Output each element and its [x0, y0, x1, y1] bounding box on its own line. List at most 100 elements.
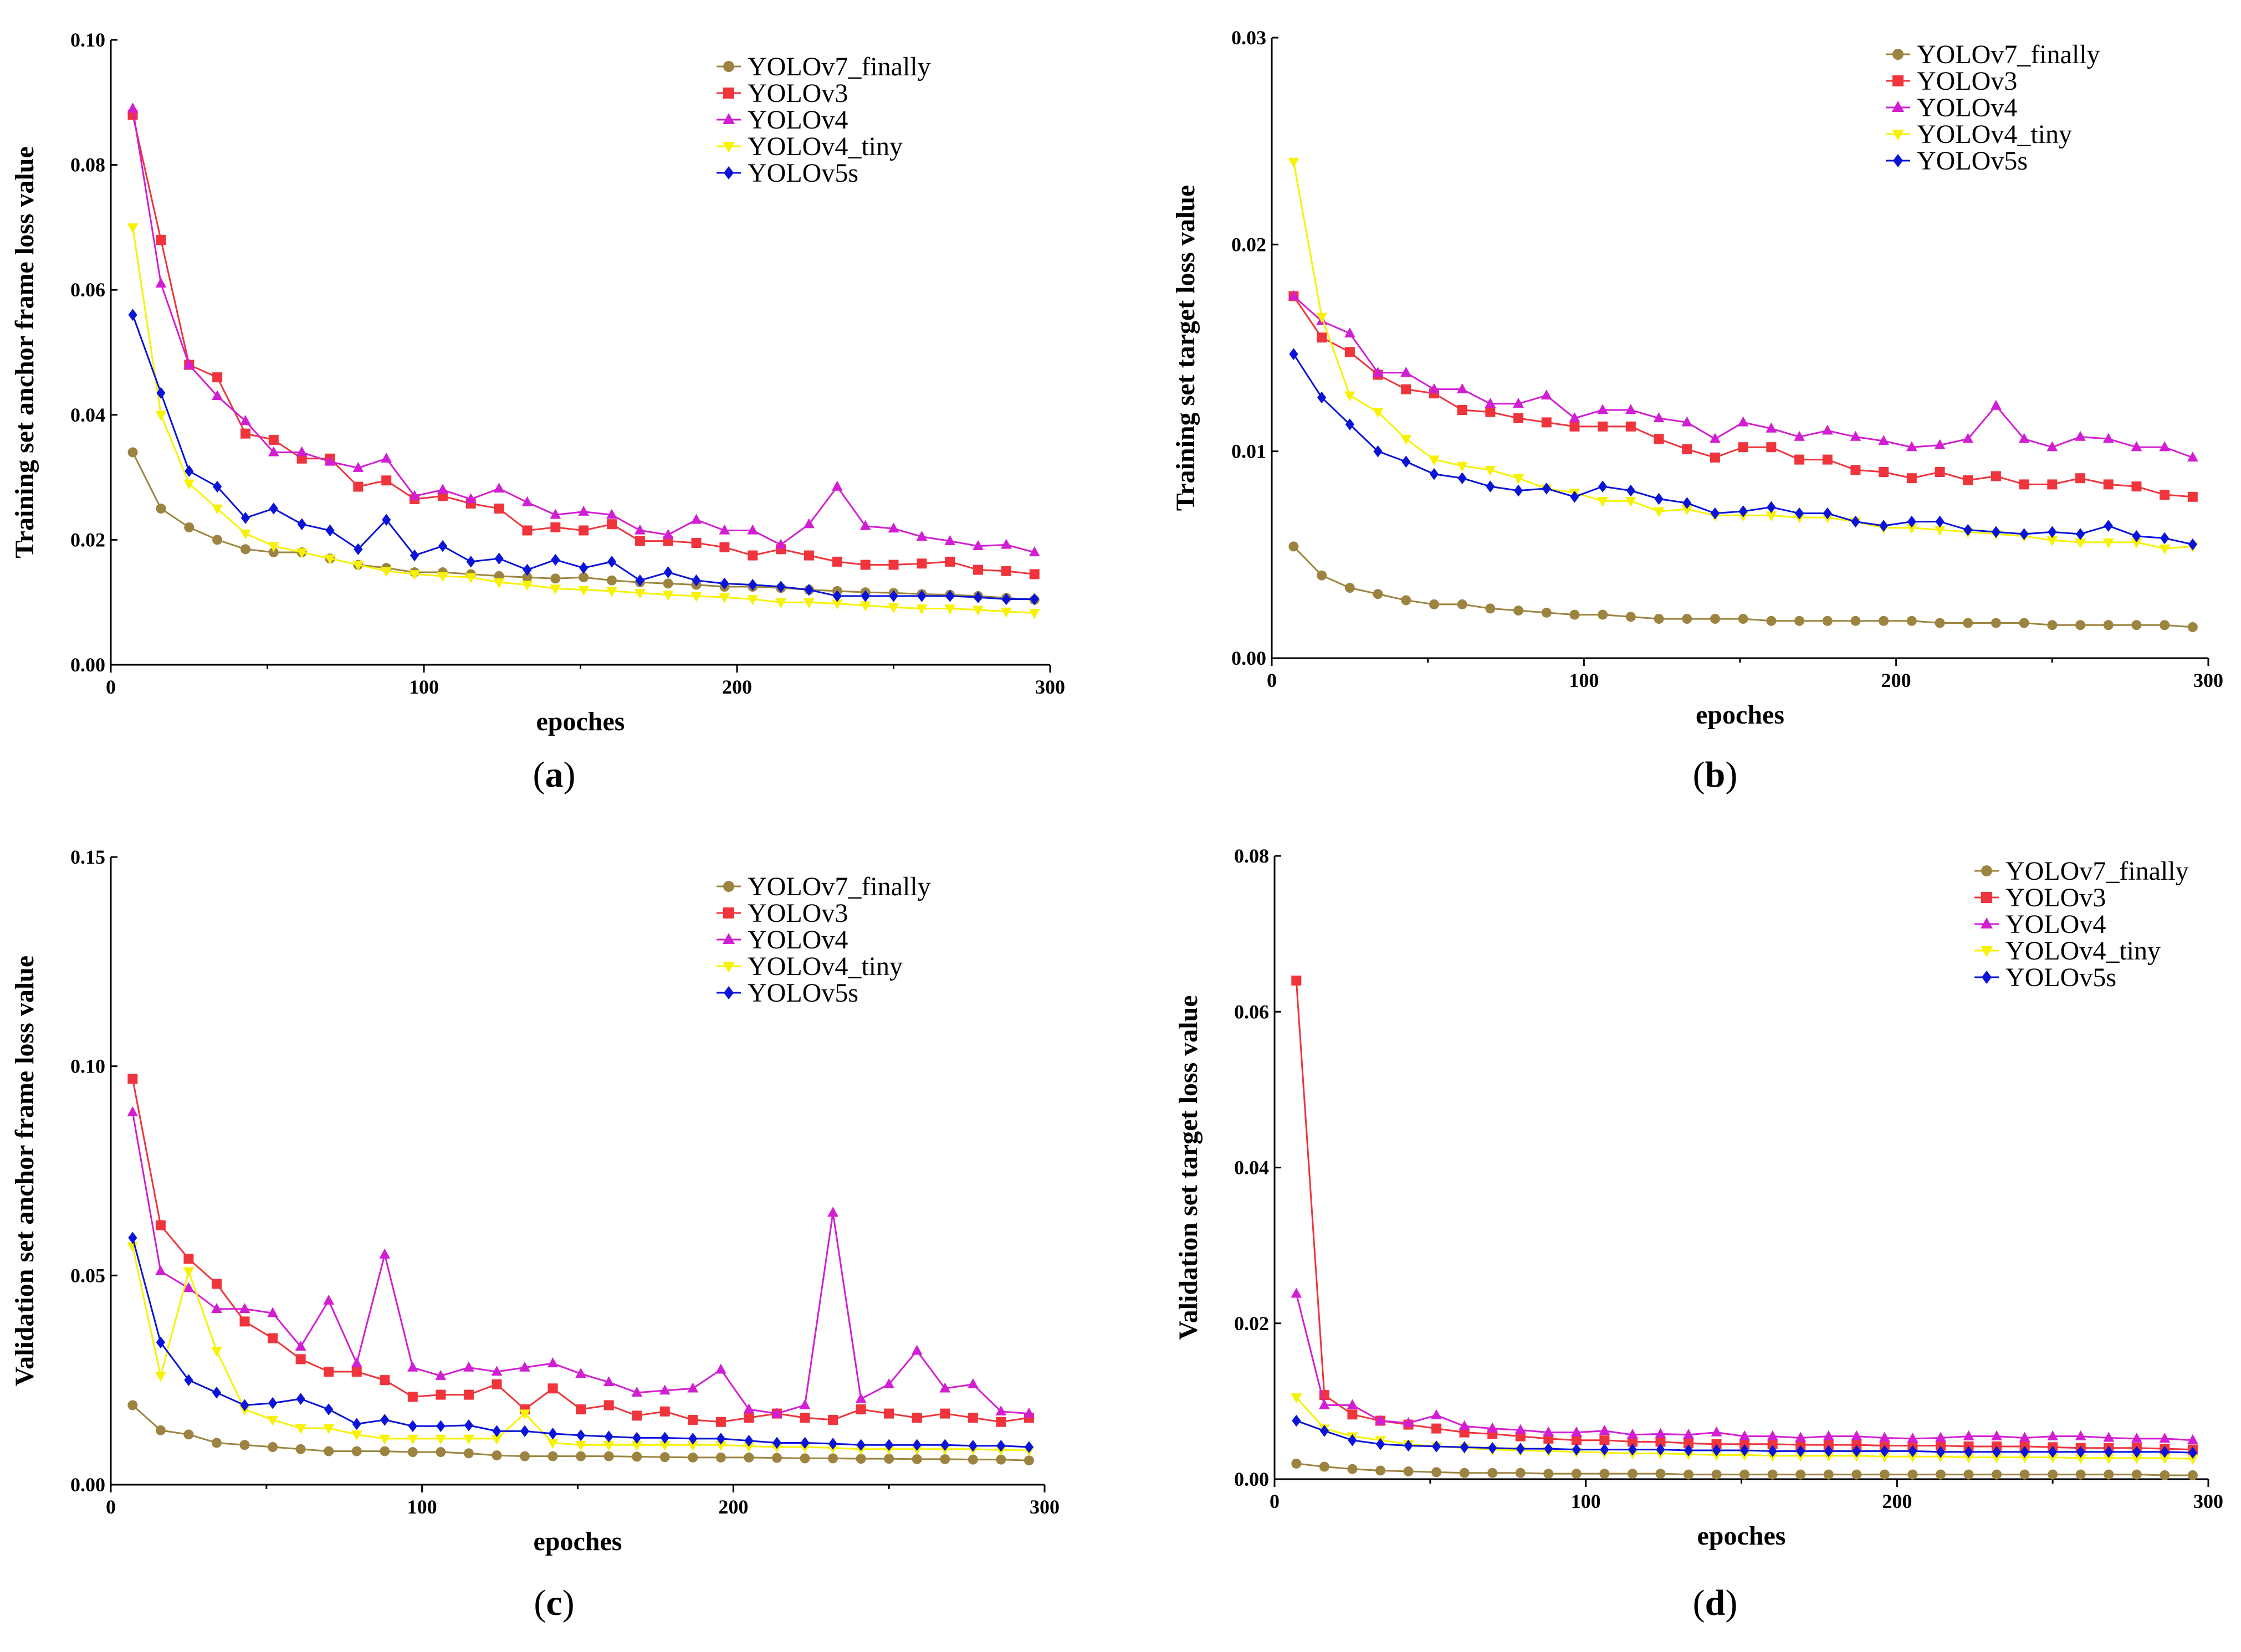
data-point-YOLOv7_finally — [968, 1454, 978, 1465]
data-point-YOLOv5s — [1992, 1445, 2002, 1458]
data-point-YOLOv4_tiny — [1429, 455, 1440, 466]
data-point-YOLOv5s — [156, 387, 166, 399]
legend-marker-YOLOv7_finally — [723, 881, 734, 892]
data-point-YOLOv4 — [1737, 416, 1749, 427]
data-point-YOLOv4_tiny — [155, 411, 167, 421]
data-point-YOLOv7_finally — [407, 1447, 418, 1458]
data-point-YOLOv5s — [1598, 480, 1608, 492]
y-tick-label: 0.00 — [1234, 1468, 1269, 1490]
data-point-YOLOv3 — [659, 1406, 670, 1417]
data-point-YOLOv4 — [1991, 1430, 2002, 1440]
data-point-YOLOv4_tiny — [183, 1267, 195, 1278]
data-point-YOLOv7_finally — [800, 1453, 810, 1464]
data-point-YOLOv5s — [466, 556, 475, 568]
data-point-YOLOv5s — [551, 553, 560, 566]
x-axis-label: epoches — [1696, 700, 1784, 730]
data-point-YOLOv7_finally — [1794, 615, 1805, 626]
data-point-YOLOv3 — [324, 1367, 334, 1377]
legend-label: YOLOv7_finally — [748, 52, 931, 81]
data-point-YOLOv5s — [1429, 468, 1439, 480]
data-point-YOLOv4 — [1878, 435, 1890, 445]
data-point-YOLOv5s — [1289, 348, 1298, 360]
data-point-YOLOv7_finally — [351, 1446, 362, 1456]
caption-paren-open: ( — [534, 1583, 546, 1623]
data-point-YOLOv7_finally — [1569, 609, 1580, 620]
data-point-YOLOv7_finally — [912, 1454, 922, 1464]
data-point-YOLOv5s — [1654, 492, 1664, 505]
data-point-YOLOv4_tiny — [1625, 497, 1636, 507]
data-point-YOLOv4 — [211, 1302, 222, 1313]
data-point-YOLOv4_tiny — [888, 603, 899, 614]
data-point-YOLOv4 — [1767, 1430, 1778, 1440]
data-point-YOLOv4 — [351, 1357, 362, 1368]
data-point-YOLOv4_tiny — [381, 567, 392, 577]
data-point-YOLOv4_tiny — [2019, 1453, 2030, 1464]
data-point-YOLOv5s — [2048, 526, 2057, 538]
data-point-YOLOv7_finally — [1598, 609, 1608, 620]
data-point-YOLOv4_tiny — [944, 604, 956, 615]
data-point-YOLOv7_finally — [1991, 618, 2001, 628]
legend-marker-YOLOv4_tiny — [1892, 130, 1904, 141]
data-point-YOLOv4 — [2047, 1430, 2059, 1440]
data-point-YOLOv4 — [239, 1302, 250, 1313]
data-point-YOLOv4_tiny — [379, 1434, 391, 1445]
data-point-YOLOv5s — [973, 591, 983, 603]
data-point-YOLOv4 — [1879, 1432, 1890, 1442]
data-point-YOLOv7_finally — [1317, 570, 1327, 581]
data-point-YOLOv4 — [855, 1393, 867, 1403]
data-point-YOLOv4_tiny — [603, 1441, 615, 1451]
data-point-YOLOv3 — [1879, 467, 1889, 477]
data-point-YOLOv7_finally — [1935, 1469, 1946, 1480]
data-point-YOLOv5s — [1292, 1414, 1301, 1427]
data-point-YOLOv4_tiny — [409, 570, 420, 581]
data-point-YOLOv4_tiny — [1681, 505, 1693, 515]
data-point-YOLOv5s — [1712, 1444, 1721, 1456]
data-point-YOLOv4 — [267, 1307, 278, 1317]
data-point-YOLOv5s — [1823, 507, 1832, 520]
data-point-YOLOv4 — [1513, 398, 1524, 408]
x-tick-label: 0 — [1267, 669, 1277, 691]
y-tick-label: 0.02 — [1234, 1312, 1269, 1335]
caption-paren-open: ( — [1693, 1583, 1705, 1623]
data-point-YOLOv4 — [662, 529, 674, 539]
data-point-YOLOv5s — [940, 1439, 950, 1451]
data-point-YOLOv7_finally — [1711, 1469, 1722, 1480]
data-point-YOLOv3 — [1569, 421, 1580, 432]
data-point-YOLOv7_finally — [2019, 618, 2029, 628]
data-point-YOLOv3 — [1029, 569, 1040, 579]
data-point-YOLOv5s — [520, 1425, 530, 1438]
data-point-YOLOv7_finally — [1963, 618, 1973, 628]
data-point-YOLOv4 — [1935, 1432, 1946, 1442]
data-point-YOLOv3 — [635, 536, 645, 546]
legend-label: YOLOv4 — [748, 105, 848, 135]
data-point-YOLOv4_tiny — [550, 584, 561, 595]
data-point-YOLOv4 — [883, 1378, 895, 1388]
data-point-YOLOv4_tiny — [1907, 1453, 1918, 1463]
y-tick-label: 0.05 — [70, 1264, 105, 1286]
data-point-YOLOv4 — [183, 358, 195, 369]
data-point-YOLOv4 — [409, 490, 420, 500]
data-point-YOLOv4 — [631, 1387, 643, 1397]
x-axis-label: epoches — [536, 707, 625, 736]
panel-caption: (a) — [533, 755, 576, 795]
x-axis-label: epoches — [534, 1527, 622, 1556]
data-point-YOLOv5s — [917, 590, 927, 602]
data-point-YOLOv5s — [2019, 528, 2029, 540]
data-point-YOLOv3 — [1625, 421, 1636, 432]
data-point-YOLOv7_finally — [1822, 615, 1833, 626]
data-point-YOLOv5s — [2160, 1445, 2170, 1458]
data-point-YOLOv4_tiny — [1963, 1453, 1974, 1464]
y-axis-label: Validation set target loss value — [1174, 995, 1203, 1340]
data-point-YOLOv5s — [1317, 391, 1327, 404]
data-point-YOLOv3 — [1684, 1438, 1694, 1449]
y-tick-label: 0.10 — [70, 29, 105, 51]
legend-label: YOLOv7_finally — [1917, 40, 2100, 69]
data-point-YOLOv3 — [1711, 1439, 1722, 1449]
data-point-YOLOv7_finally — [1375, 1465, 1385, 1476]
data-point-YOLOv7_finally — [1599, 1469, 1610, 1479]
panel-c: 0.00 0.05 0.10 0.15 0 100 200 300 epoches Validat… — [10, 846, 1060, 1623]
data-point-YOLOv4 — [1597, 404, 1609, 414]
legend-marker-YOLOv5s — [1893, 154, 1903, 167]
legend-label: YOLOv7_finally — [2005, 856, 2189, 886]
